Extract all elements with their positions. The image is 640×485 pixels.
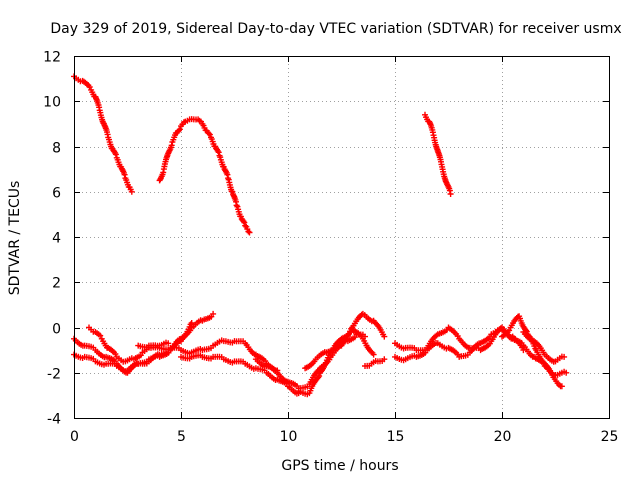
series-trace-a <box>71 310 217 376</box>
x-axis-label: GPS time / hours <box>281 458 398 474</box>
x-tick-label: 20 <box>494 429 512 445</box>
data-point <box>447 191 454 197</box>
series-trace-i <box>362 356 388 369</box>
series-trace-h <box>302 331 368 372</box>
y-tick-label: 10 <box>43 95 61 111</box>
data-point <box>370 351 377 358</box>
data-point <box>246 229 253 236</box>
data-point <box>210 310 217 317</box>
x-tick-label: 0 <box>70 429 79 445</box>
data-point-fill <box>175 127 182 134</box>
data-point-fill <box>206 131 213 138</box>
data-point-fill <box>205 130 212 137</box>
y-tick-label: 4 <box>52 231 61 247</box>
series-trace-l <box>499 313 565 390</box>
data-point <box>188 320 195 326</box>
x-tick-label: 10 <box>280 429 298 445</box>
series-arc-3-high <box>422 111 454 197</box>
grid-lines <box>74 56 609 418</box>
series-trace-c <box>86 324 172 365</box>
data-point-fill <box>176 126 183 133</box>
data-point <box>381 333 388 340</box>
data-point <box>362 333 368 340</box>
y-tick-label: 2 <box>52 276 61 292</box>
data-point <box>128 188 135 195</box>
data-point <box>242 222 249 229</box>
data-point <box>381 356 388 363</box>
plot-frame <box>74 56 610 419</box>
data-point-fill <box>97 332 104 339</box>
series-arc-2-high <box>156 116 253 236</box>
x-tick-label: 25 <box>601 429 619 445</box>
data-point <box>558 383 565 390</box>
x-tick-label: 5 <box>177 429 186 445</box>
data-series <box>71 73 570 398</box>
data-point <box>563 369 570 376</box>
y-tick-label: -2 <box>47 367 61 383</box>
series-trace-k <box>392 326 527 364</box>
data-point-fill <box>224 171 231 178</box>
y-tick-label: 8 <box>52 141 61 157</box>
data-point-fill <box>316 373 323 379</box>
data-point-fill <box>121 171 128 178</box>
chart-title: Day 329 of 2019, Sidereal Day-to-day VTE… <box>50 21 621 37</box>
data-point-fill <box>245 228 252 235</box>
y-tick-label: 0 <box>52 322 61 338</box>
series-trace-m <box>520 329 568 365</box>
series-trace-e <box>178 352 302 397</box>
data-point <box>561 353 568 360</box>
data-point-fill <box>112 151 119 158</box>
data-point <box>520 347 527 354</box>
data-point-fill <box>215 149 222 156</box>
y-tick-label: 12 <box>43 50 61 66</box>
series-arc-1-high <box>71 73 135 195</box>
tick-labels: 0 5 10 15 20 25 -4 -2 0 2 4 6 8 10 12 <box>43 50 618 446</box>
data-point-fill <box>241 219 248 226</box>
y-tick-label: 6 <box>52 186 61 202</box>
y-axis-label: SDTVAR / TECUs <box>7 181 23 296</box>
x-tick-label: 15 <box>387 429 405 445</box>
data-point <box>165 340 172 347</box>
y-tick-label: -4 <box>47 412 61 428</box>
